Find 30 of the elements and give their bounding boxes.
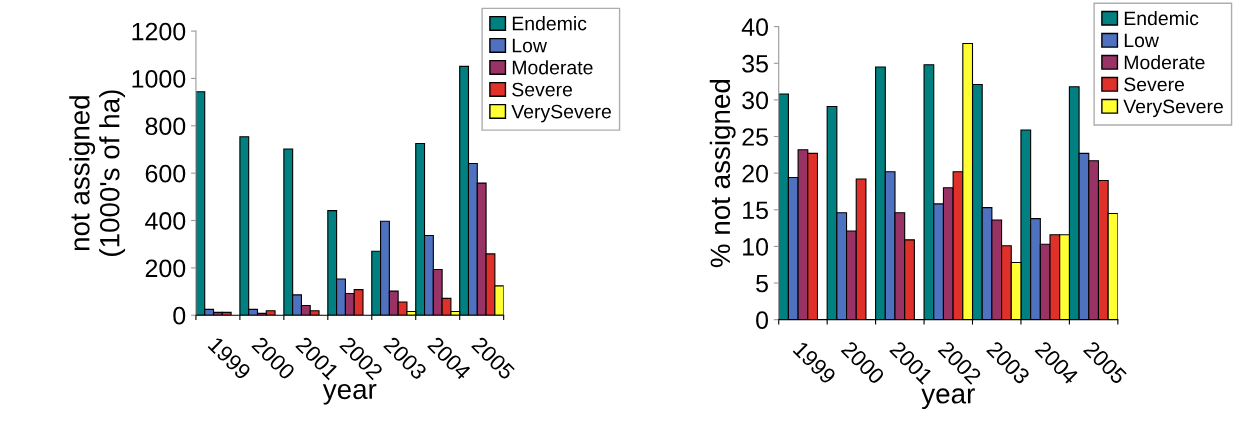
y-tick-label: 30 [742, 91, 769, 110]
legend-label: Endemic [512, 16, 587, 31]
legend-label: Severe [1124, 77, 1185, 92]
y-tick-label: 1200 [132, 22, 186, 41]
y-tick-label: 20 [742, 164, 769, 183]
y-tick-label: 1000 [132, 70, 186, 88]
x-axis-title: year [921, 388, 975, 410]
legend-label: Low [512, 38, 547, 53]
y-axis-title: not assigned (1000's of ha) [69, 90, 126, 256]
legend-label: Low [1124, 33, 1159, 48]
y-tick-label: 600 [145, 164, 186, 183]
y-tick-label: 35 [742, 54, 768, 73]
legend-label: VerySevere [1123, 99, 1223, 118]
legend-label: Severe [512, 82, 573, 97]
y-tick-label: 800 [145, 117, 186, 136]
legend-label: VerySevere [511, 104, 611, 123]
y-tick-label: 10 [743, 238, 769, 256]
y-tick-label: 25 [742, 128, 768, 146]
y-tick-label: 0 [756, 311, 769, 329]
legend-label: Moderate [512, 60, 593, 75]
y-tick-label: 200 [145, 259, 186, 278]
x-axis-title: year [322, 383, 377, 405]
legend-label: Moderate [1124, 55, 1205, 70]
y-tick-label: 5 [756, 274, 768, 293]
y-tick-label: 15 [743, 201, 768, 220]
y-axis-title: % not assigned [709, 79, 736, 268]
legend-label: Endemic [1124, 10, 1199, 26]
y-tick-label: 0 [173, 306, 186, 325]
y-tick-label: 400 [145, 212, 186, 230]
y-tick-label: 40 [741, 18, 769, 36]
